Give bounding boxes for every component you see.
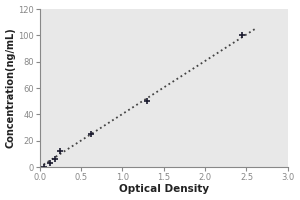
Y-axis label: Concentration(ng/mL): Concentration(ng/mL): [6, 28, 16, 148]
X-axis label: Optical Density: Optical Density: [119, 184, 209, 194]
